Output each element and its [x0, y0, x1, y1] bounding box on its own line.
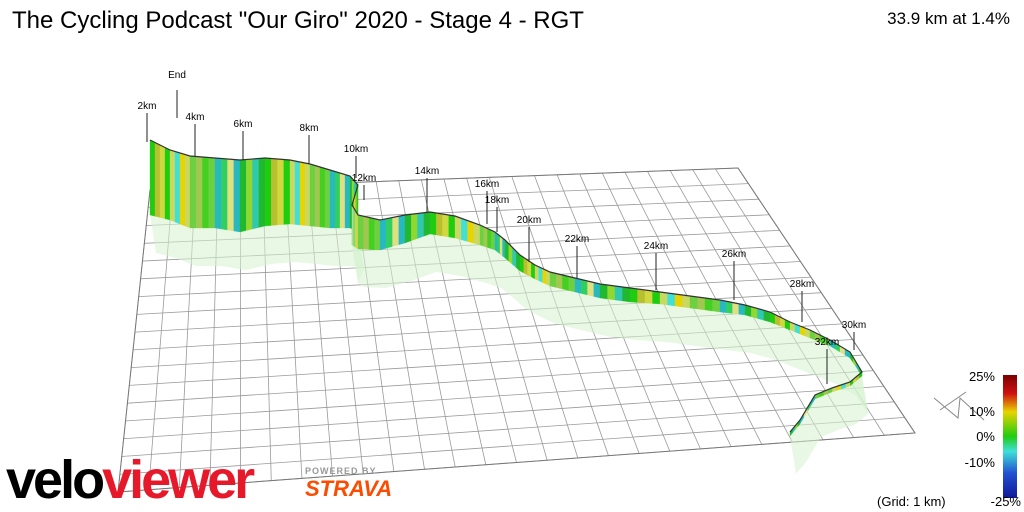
route-summary: 33.9 km at 1.4%: [887, 9, 1010, 28]
km-marker-label: 28km: [790, 279, 814, 290]
logo-viewer: viewer: [102, 450, 255, 510]
compass-icon: [933, 391, 985, 421]
route-shadow-segment: [310, 226, 336, 266]
route-shadow-segment: [660, 304, 696, 346]
route-shadow-segment: [745, 315, 776, 360]
grid-border: [117, 167, 916, 493]
km-marker-label: End: [168, 70, 186, 81]
km-marker-label: 8km: [300, 123, 319, 134]
powered-by-strava[interactable]: POWERED BY STRAVA: [305, 466, 415, 502]
route-shadow-segment: [690, 308, 726, 350]
legend-label-max: 25%: [969, 369, 995, 384]
grid-scale-note: (Grid: 1 km): [877, 494, 946, 509]
route-shadow-segment: [600, 298, 636, 340]
km-marker-label: 12km: [352, 173, 376, 184]
route-shadow-segment: [290, 224, 316, 264]
page-title: The Cycling Podcast "Our Giro" 2020 - St…: [12, 7, 584, 34]
route-shadow: [150, 215, 868, 474]
route-shadow-segment: [430, 234, 461, 276]
route-shadow-segment: [850, 376, 868, 424]
strava-logo: STRAVA: [305, 476, 393, 501]
route-shadow-segment: [630, 302, 666, 342]
route-shadow-segment: [352, 245, 364, 287]
route-shadow-segment: [790, 424, 806, 474]
km-marker-label: 10km: [344, 144, 368, 155]
route-shadow-segment: [265, 224, 296, 264]
km-marker-label: 20km: [517, 215, 541, 226]
route-shadow-segment: [535, 279, 556, 324]
route-shadow-segment: [575, 292, 606, 336]
route-shadow-segment: [800, 399, 821, 462]
route-shadow-segment: [770, 322, 796, 368]
logo-velo: velo: [6, 450, 105, 510]
elevation-wall: [149, 139, 863, 437]
route-shadow-segment: [815, 392, 838, 437]
route-shadow-segment: [480, 245, 501, 288]
route-shadow-segment: [495, 250, 511, 296]
route-shadow-segment: [720, 312, 751, 353]
route-shadow-segment: [790, 330, 816, 376]
veloviewer-logo[interactable]: veloviewer: [6, 452, 306, 508]
km-marker-label: 26km: [722, 249, 746, 260]
route-shadow-segment: [170, 220, 196, 266]
km-markers: End 2km 4km 6km 8km 10km 12km 14km 16km 18km 20km 2…: [138, 70, 866, 384]
km-marker-label: 6km: [234, 119, 253, 130]
km-marker-label: 2km: [138, 101, 157, 112]
km-marker-label: 16km: [475, 179, 499, 190]
route-shadow-segment: [405, 234, 436, 281]
route-shadow-segment: [190, 228, 221, 266]
route-shadow-segment: [215, 228, 246, 270]
route-shadow-segment: [520, 271, 541, 317]
km-marker-label: 18km: [485, 195, 509, 206]
route-shadow-segment: [150, 215, 176, 258]
legend-label-10: 10%: [969, 404, 995, 419]
legend-label-minus10: -10%: [965, 455, 996, 470]
km-marker-label: 14km: [415, 166, 439, 177]
grid-line: [488, 177, 579, 459]
route-shadow-segment: [505, 258, 526, 309]
route-shadow-segment: [832, 386, 856, 430]
route-shadow-segment: [550, 286, 581, 330]
legend-label-0: 0%: [976, 429, 995, 444]
route-shadow-segment: [455, 238, 486, 283]
km-marker-label: 22km: [565, 234, 589, 245]
route-shadow-segment: [358, 249, 386, 288]
km-marker-label: 32km: [815, 337, 839, 348]
km-marker-label: 24km: [644, 241, 668, 252]
km-marker-label: 4km: [186, 112, 205, 123]
elevation-top-line: [149, 139, 863, 433]
legend-label-min: -25%: [991, 494, 1022, 509]
route-shadow-segment: [810, 338, 836, 384]
gradient-color-bar: [1003, 375, 1017, 498]
km-marker-label: 30km: [842, 320, 866, 331]
route-shadow-segment: [330, 228, 356, 266]
powered-by-label: POWERED BY: [305, 466, 377, 476]
route-shadow-segment: [240, 226, 271, 270]
route-shadow-segment: [380, 243, 411, 288]
